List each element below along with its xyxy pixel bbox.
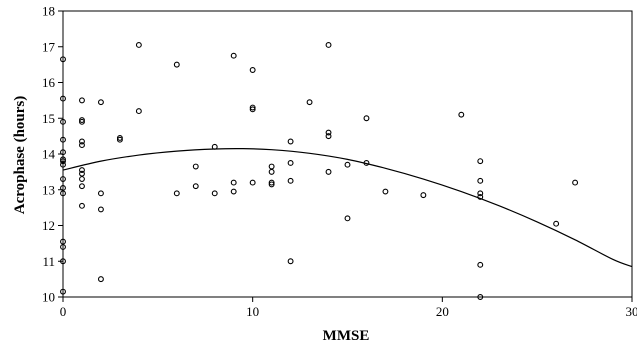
x-axis-title: MMSE [323, 328, 370, 344]
data-point [79, 118, 85, 125]
data-point [572, 179, 579, 186]
data-point [60, 190, 66, 197]
data-point [477, 190, 484, 197]
data-point [60, 185, 66, 191]
data-point [79, 167, 85, 174]
data-point [458, 111, 465, 118]
data-point [79, 97, 85, 104]
data-point [553, 220, 560, 227]
x-tick-label: 20 [436, 304, 449, 319]
data-point [173, 190, 180, 197]
data-point [268, 179, 275, 186]
data-point [268, 163, 275, 170]
data-point [325, 133, 332, 140]
data-point [60, 136, 66, 143]
data-point [420, 192, 427, 199]
y-tick-label: 12 [42, 218, 55, 233]
data-point [477, 193, 484, 200]
y-tick-label: 15 [42, 111, 55, 126]
data-point [79, 117, 85, 123]
data-point [287, 177, 294, 184]
data-point [97, 276, 104, 283]
data-point [249, 106, 256, 113]
data-point [79, 138, 85, 145]
y-tick-label: 10 [42, 290, 55, 305]
data-point [116, 136, 123, 143]
data-point [79, 176, 85, 182]
data-point [249, 104, 256, 111]
data-point [230, 179, 237, 186]
data-point [97, 206, 104, 213]
data-point [344, 215, 351, 222]
fitted-curve [62, 147, 633, 268]
data-point [477, 294, 484, 300]
data-point [363, 115, 370, 122]
y-tick-label: 13 [42, 182, 55, 197]
y-axis-ticks: 10 11 12 13 14 15 16 17 18 [42, 4, 63, 305]
data-points [60, 42, 579, 300]
data-point [230, 188, 237, 195]
data-point [60, 158, 66, 165]
x-tick-label: 30 [626, 304, 637, 319]
data-point [97, 99, 104, 106]
data-point [268, 168, 275, 175]
data-point [477, 158, 484, 165]
data-point [79, 183, 85, 190]
data-point [192, 163, 199, 170]
data-point [60, 118, 66, 125]
y-tick-label: 14 [42, 147, 56, 162]
data-point [60, 56, 66, 63]
data-point [230, 52, 237, 59]
data-point [173, 61, 180, 68]
data-point [60, 176, 66, 182]
y-axis-title: Acrophase (hours) [12, 96, 28, 214]
data-point [60, 95, 66, 102]
data-point [211, 143, 218, 150]
data-point [325, 168, 332, 175]
data-point [135, 42, 142, 48]
y-tick-label: 18 [42, 4, 55, 19]
data-point [363, 159, 370, 166]
data-point [97, 190, 104, 197]
data-point [287, 138, 294, 145]
data-point [477, 261, 484, 268]
x-tick-label: 10 [246, 304, 259, 319]
data-point [60, 244, 66, 250]
data-point [60, 258, 66, 265]
data-point [477, 177, 484, 184]
data-point [60, 156, 66, 163]
y-tick-label: 16 [42, 75, 56, 90]
data-point [60, 238, 66, 245]
y-tick-label: 11 [42, 254, 55, 269]
data-point [135, 108, 142, 115]
data-point [79, 142, 85, 149]
data-point [287, 258, 294, 265]
data-point [79, 202, 85, 209]
data-point [287, 159, 294, 166]
data-point [79, 170, 85, 177]
data-point [306, 99, 313, 106]
data-point [382, 188, 389, 195]
data-point [60, 161, 66, 168]
data-point [211, 190, 218, 197]
data-point [325, 129, 332, 136]
data-point [249, 67, 256, 73]
data-point [60, 288, 66, 295]
data-point [60, 149, 66, 156]
x-axis-ticks: 0 10 20 30 [60, 297, 637, 319]
y-tick-label: 17 [42, 39, 56, 54]
data-point [116, 134, 123, 141]
data-point [325, 42, 332, 48]
data-point [344, 161, 351, 168]
data-point [192, 183, 199, 190]
data-point [249, 179, 256, 186]
data-point [268, 181, 275, 188]
x-tick-label: 0 [60, 304, 67, 319]
